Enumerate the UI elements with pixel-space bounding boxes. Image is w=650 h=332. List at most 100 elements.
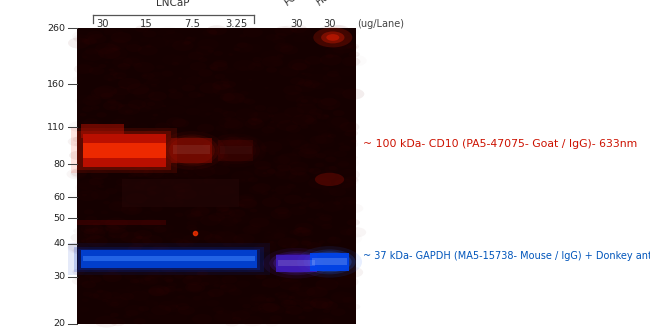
Bar [218, 140, 254, 161]
Circle shape [300, 124, 309, 129]
Circle shape [82, 194, 87, 197]
Circle shape [252, 183, 271, 193]
Text: ~ 37 kDa- GAPDH (MA5-15738- Mouse / IgG) + Donkey anti-Mouse (A32789- 800nm): ~ 37 kDa- GAPDH (MA5-15738- Mouse / IgG)… [363, 251, 650, 261]
Circle shape [293, 227, 311, 236]
Circle shape [249, 217, 270, 228]
Text: 260: 260 [47, 24, 65, 33]
Circle shape [325, 156, 337, 162]
Circle shape [98, 64, 107, 68]
Circle shape [250, 209, 257, 212]
Circle shape [339, 145, 351, 151]
Bar [78, 249, 260, 270]
Bar [74, 247, 264, 272]
Circle shape [298, 148, 318, 158]
Circle shape [261, 126, 276, 133]
Circle shape [315, 257, 328, 263]
Circle shape [164, 286, 177, 292]
Circle shape [309, 202, 324, 209]
Circle shape [84, 36, 89, 38]
Circle shape [266, 297, 275, 302]
Circle shape [120, 232, 142, 243]
Circle shape [105, 222, 126, 233]
Circle shape [300, 300, 317, 309]
Circle shape [188, 51, 204, 60]
Circle shape [151, 163, 166, 170]
Circle shape [183, 41, 191, 44]
Circle shape [297, 227, 303, 230]
Circle shape [194, 166, 216, 177]
Text: 160: 160 [47, 80, 65, 89]
Circle shape [172, 119, 189, 127]
Circle shape [146, 143, 169, 155]
Text: ~ 100 kDa- CD10 (PA5-47075- Goat / IgG)- 633nm: ~ 100 kDa- CD10 (PA5-47075- Goat / IgG)-… [363, 139, 637, 149]
Circle shape [92, 129, 101, 134]
Circle shape [172, 62, 179, 66]
Circle shape [172, 166, 195, 178]
Circle shape [97, 290, 103, 293]
Circle shape [259, 308, 263, 310]
Ellipse shape [165, 134, 218, 166]
Circle shape [98, 185, 105, 188]
Circle shape [270, 121, 274, 123]
Circle shape [103, 272, 122, 282]
Circle shape [126, 44, 142, 52]
Circle shape [268, 114, 274, 117]
Circle shape [147, 102, 155, 106]
Circle shape [306, 287, 328, 297]
Circle shape [128, 100, 146, 109]
Circle shape [282, 245, 287, 247]
Circle shape [178, 77, 182, 79]
Circle shape [243, 27, 263, 38]
Circle shape [116, 132, 124, 136]
Circle shape [285, 306, 303, 315]
Circle shape [289, 296, 295, 299]
Circle shape [105, 217, 128, 229]
Circle shape [220, 93, 235, 101]
Circle shape [109, 68, 114, 71]
Circle shape [120, 167, 133, 174]
Circle shape [82, 37, 97, 45]
Bar [83, 134, 166, 167]
Circle shape [277, 120, 298, 131]
Circle shape [95, 43, 117, 54]
Circle shape [248, 79, 252, 81]
Circle shape [103, 101, 123, 111]
Circle shape [327, 71, 339, 77]
Circle shape [296, 104, 302, 107]
Circle shape [84, 209, 94, 214]
Circle shape [185, 282, 205, 292]
Circle shape [85, 216, 97, 222]
Circle shape [285, 311, 291, 314]
Circle shape [95, 316, 118, 328]
Circle shape [107, 99, 116, 104]
Circle shape [214, 51, 223, 56]
Circle shape [172, 40, 194, 51]
Circle shape [118, 63, 131, 70]
Circle shape [274, 207, 289, 214]
Circle shape [296, 227, 307, 233]
Circle shape [140, 182, 146, 185]
Circle shape [68, 38, 90, 49]
Circle shape [317, 114, 329, 120]
Circle shape [255, 274, 266, 279]
Circle shape [266, 67, 277, 73]
Circle shape [183, 171, 188, 174]
Circle shape [125, 193, 147, 204]
Circle shape [266, 169, 276, 174]
Circle shape [135, 25, 149, 32]
Circle shape [185, 275, 194, 280]
Text: PC-3: PC-3 [283, 0, 306, 8]
Circle shape [101, 93, 113, 99]
Circle shape [316, 153, 326, 158]
Circle shape [244, 99, 255, 105]
Circle shape [309, 109, 322, 115]
Circle shape [315, 279, 339, 290]
Circle shape [175, 195, 185, 200]
Circle shape [336, 35, 355, 44]
Circle shape [110, 313, 119, 317]
Bar [83, 143, 166, 158]
Circle shape [142, 235, 162, 246]
Circle shape [147, 191, 157, 196]
Bar [68, 243, 270, 275]
Circle shape [89, 293, 99, 298]
